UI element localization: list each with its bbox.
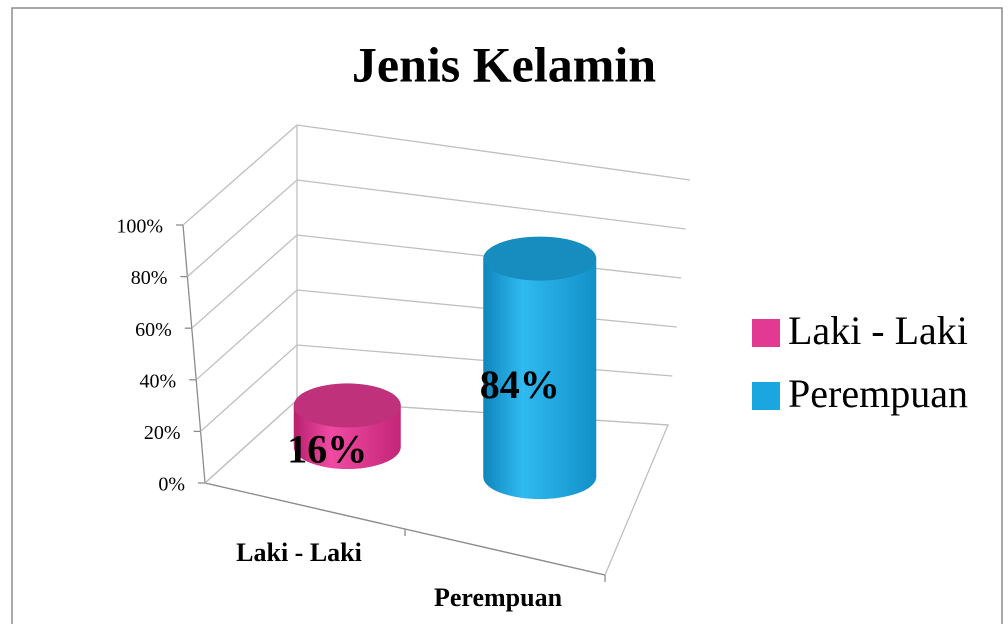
cylinder-top (293, 383, 401, 428)
grid-line (182, 124, 691, 226)
legend-label: Laki - Laki (788, 308, 968, 353)
y-tick-label: 80% (131, 267, 168, 289)
cylinder-top (483, 236, 597, 281)
chart-title: Jenis Kelamin (352, 36, 656, 92)
legend-label: Perempuan (788, 371, 968, 416)
data-label: 16% (287, 427, 367, 472)
y-axis (182, 224, 206, 484)
y-tick-label: 100% (116, 216, 163, 238)
grid-line (186, 179, 686, 278)
y-tick-label: 60% (135, 319, 172, 341)
x-tick-label: Laki - Laki (236, 538, 362, 567)
legend-swatch (752, 319, 780, 347)
legend-swatch (752, 382, 780, 410)
y-tick-label: 20% (144, 422, 181, 444)
data-label: 84% (480, 362, 560, 407)
y-tick-label: 0% (158, 474, 185, 496)
cylinder-body (483, 258, 597, 499)
x-tick-label: Perempuan (434, 583, 563, 612)
y-tick-label: 40% (140, 370, 177, 392)
